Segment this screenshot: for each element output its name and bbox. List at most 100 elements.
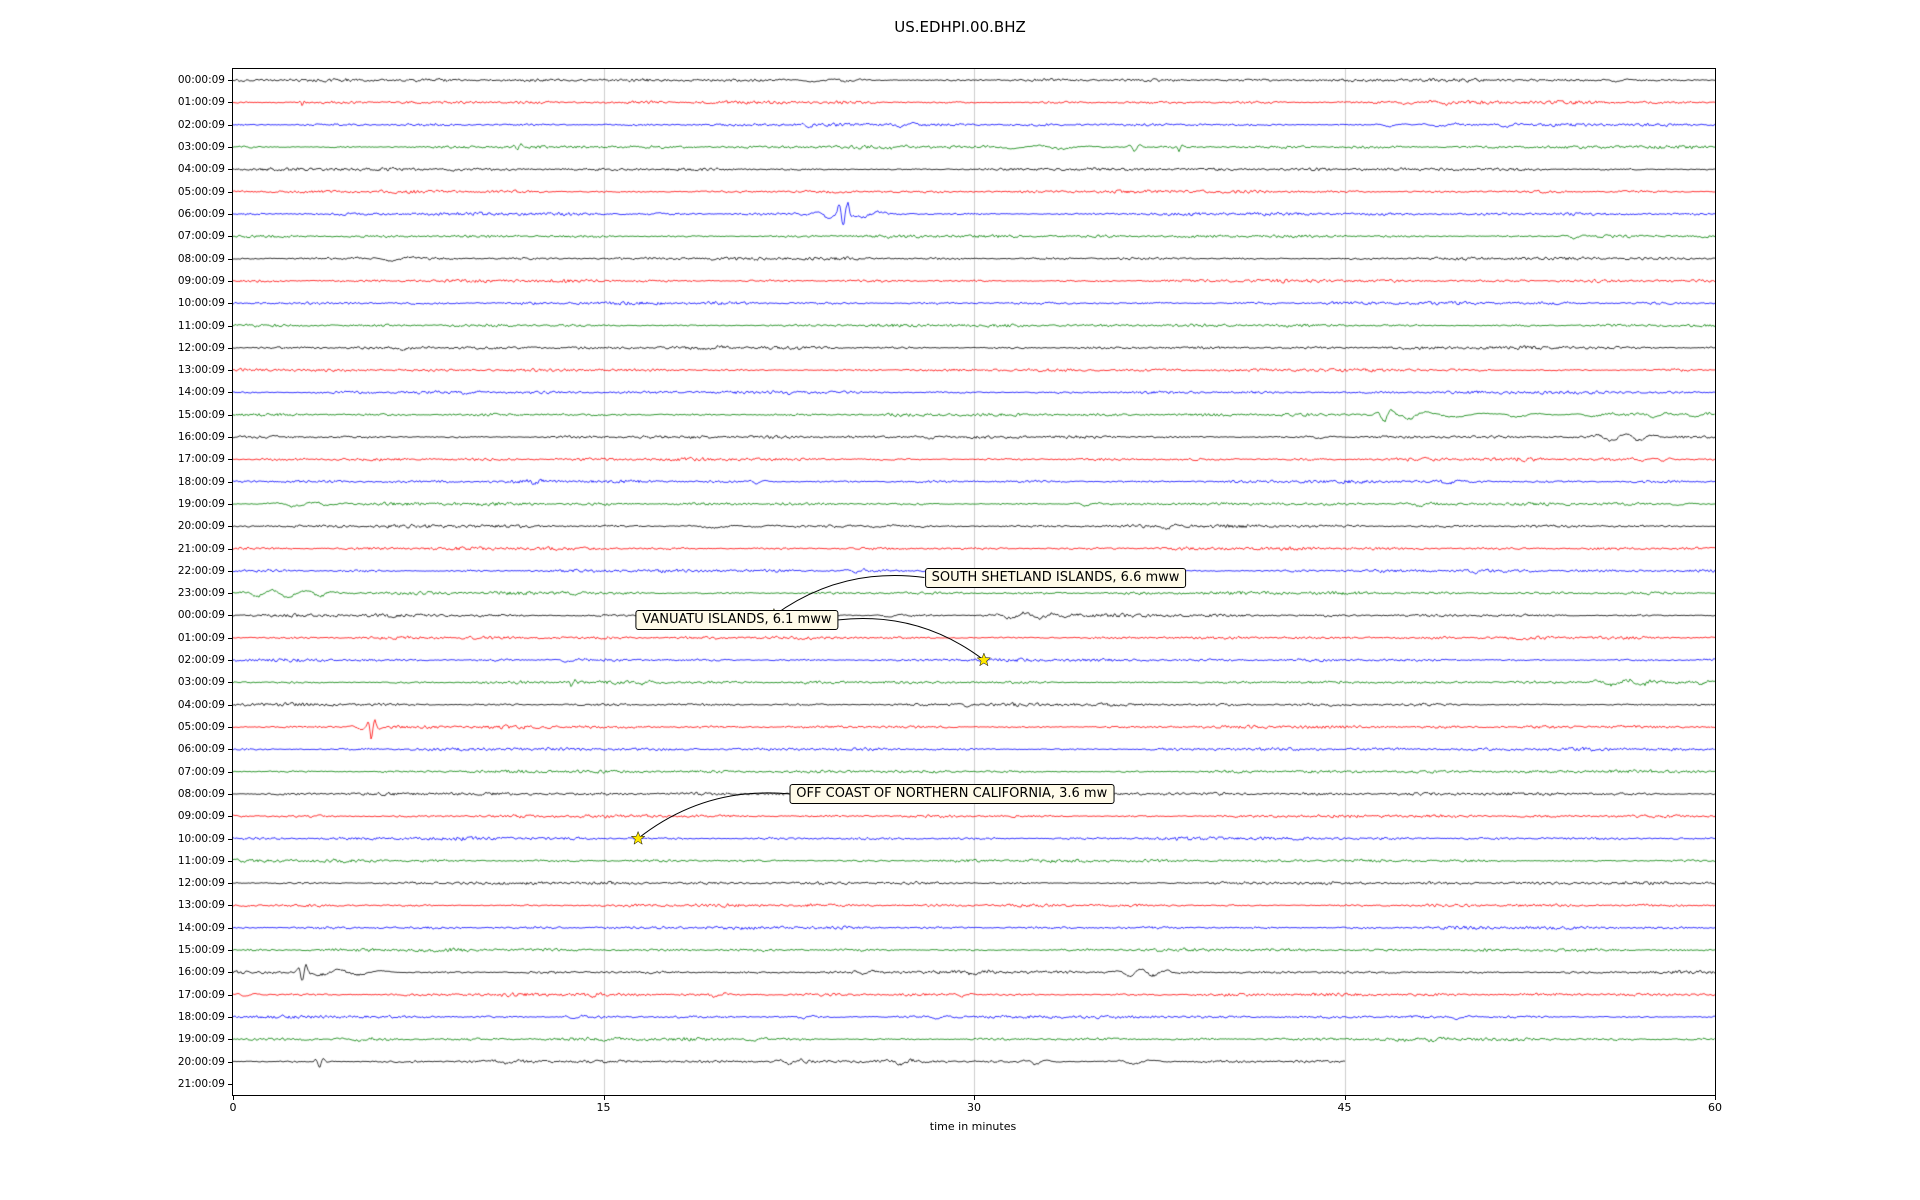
y-tick-mark <box>228 259 232 260</box>
y-tick-mark <box>228 705 232 706</box>
x-axis-title: time in minutes <box>929 1120 1017 1133</box>
y-tick-mark <box>228 794 232 795</box>
x-tick-mark <box>974 1096 975 1100</box>
y-tick-mark <box>228 504 232 505</box>
y-tick-mark <box>228 80 232 81</box>
y-tick-mark <box>228 1084 232 1085</box>
y-tick-label: 15:00:09 <box>177 943 225 956</box>
y-tick-mark <box>228 972 232 973</box>
y-tick-mark <box>228 303 232 304</box>
y-tick-label: 09:00:09 <box>177 809 225 822</box>
y-tick-mark <box>228 125 232 126</box>
y-tick-label: 17:00:09 <box>177 988 225 1001</box>
y-tick-label: 19:00:09 <box>177 1032 225 1045</box>
y-tick-label: 13:00:09 <box>177 363 225 376</box>
y-tick-label: 03:00:09 <box>177 140 225 153</box>
y-tick-label: 09:00:09 <box>177 274 225 287</box>
x-tick-label: 0 <box>229 1101 237 1114</box>
y-tick-label: 19:00:09 <box>177 497 225 510</box>
x-tick-mark <box>1715 1096 1716 1100</box>
x-tick-mark <box>1345 1096 1346 1100</box>
y-tick-mark <box>228 370 232 371</box>
y-tick-label: 03:00:09 <box>177 676 225 689</box>
x-tick-label: 15 <box>596 1101 611 1114</box>
y-tick-mark <box>228 415 232 416</box>
y-tick-mark <box>228 214 232 215</box>
y-tick-label: 11:00:09 <box>177 319 225 332</box>
y-tick-label: 06:00:09 <box>177 207 225 220</box>
y-tick-mark <box>228 839 232 840</box>
y-tick-label: 04:00:09 <box>177 163 225 176</box>
y-tick-label: 06:00:09 <box>177 743 225 756</box>
y-tick-label: 14:00:09 <box>177 921 225 934</box>
y-tick-label: 18:00:09 <box>177 1010 225 1023</box>
y-tick-mark <box>228 459 232 460</box>
y-tick-label: 13:00:09 <box>177 899 225 912</box>
y-tick-mark <box>228 928 232 929</box>
y-tick-mark <box>228 950 232 951</box>
plot-area: 00:00:09 01:00:09 02:00:09 03:00:09 04:00:09… <box>178 68 1722 1114</box>
y-tick-label: 16:00:09 <box>177 966 225 979</box>
y-tick-label: 14:00:09 <box>177 386 225 399</box>
y-tick-label: 12:00:09 <box>177 876 225 889</box>
y-tick-label: 02:00:09 <box>177 653 225 666</box>
y-tick-mark <box>228 102 232 103</box>
y-tick-label: 07:00:09 <box>177 230 225 243</box>
x-tick-label: 60 <box>1708 1101 1722 1114</box>
y-tick-mark <box>228 615 232 616</box>
y-tick-mark <box>228 169 232 170</box>
y-tick-label: 15:00:09 <box>177 408 225 421</box>
y-tick-label: 08:00:09 <box>177 787 225 800</box>
y-tick-mark <box>228 638 232 639</box>
y-tick-label: 21:00:09 <box>177 1077 225 1090</box>
y-tick-label: 05:00:09 <box>177 720 225 733</box>
annotation-arrow <box>838 618 985 661</box>
y-tick-mark <box>228 883 232 884</box>
y-tick-label: 11:00:09 <box>177 854 225 867</box>
y-tick-mark <box>228 526 232 527</box>
y-tick-mark <box>228 192 232 193</box>
annotation-arrow <box>637 792 790 839</box>
y-tick-label: 00:00:09 <box>177 73 225 86</box>
x-tick-label: 30 <box>967 1101 981 1114</box>
chart-title: US.EDHPI.00.BHZ <box>894 18 1026 36</box>
y-tick-mark <box>228 549 232 550</box>
y-tick-label: 12:00:09 <box>177 341 225 354</box>
y-tick-label: 10:00:09 <box>177 832 225 845</box>
y-tick-mark <box>228 1017 232 1018</box>
y-tick-mark <box>228 1062 232 1063</box>
y-tick-label: 22:00:09 <box>177 564 225 577</box>
y-tick-label: 17:00:09 <box>177 453 225 466</box>
y-tick-mark <box>228 281 232 282</box>
y-tick-mark <box>228 660 232 661</box>
event-annotation-label: OFF COAST OF NORTHERN CALIFORNIA, 3.6 mw <box>789 783 1115 804</box>
y-tick-mark <box>228 727 232 728</box>
y-tick-mark <box>228 749 232 750</box>
y-tick-label: 20:00:09 <box>177 1055 225 1068</box>
y-tick-mark <box>228 861 232 862</box>
y-tick-label: 08:00:09 <box>177 252 225 265</box>
y-tick-mark <box>228 348 232 349</box>
event-star-marker <box>630 830 646 845</box>
y-tick-label: 18:00:09 <box>177 475 225 488</box>
event-star-marker <box>976 652 992 667</box>
y-tick-label: 21:00:09 <box>177 542 225 555</box>
y-tick-mark <box>228 995 232 996</box>
y-tick-mark <box>228 571 232 572</box>
y-tick-label: 04:00:09 <box>177 698 225 711</box>
x-tick-label: 45 <box>1337 1101 1352 1114</box>
y-tick-label: 05:00:09 <box>177 185 225 198</box>
y-tick-mark <box>228 905 232 906</box>
y-tick-label: 01:00:09 <box>177 96 225 109</box>
y-tick-mark <box>228 147 232 148</box>
y-tick-label: 07:00:09 <box>177 765 225 778</box>
x-tick-mark <box>233 1096 234 1100</box>
y-tick-label: 02:00:09 <box>177 118 225 131</box>
y-tick-label: 10:00:09 <box>177 296 225 309</box>
y-tick-mark <box>228 236 232 237</box>
y-tick-mark <box>228 326 232 327</box>
y-tick-label: 16:00:09 <box>177 430 225 443</box>
y-tick-mark <box>228 772 232 773</box>
y-tick-mark <box>228 1039 232 1040</box>
y-tick-label: 20:00:09 <box>177 519 225 532</box>
